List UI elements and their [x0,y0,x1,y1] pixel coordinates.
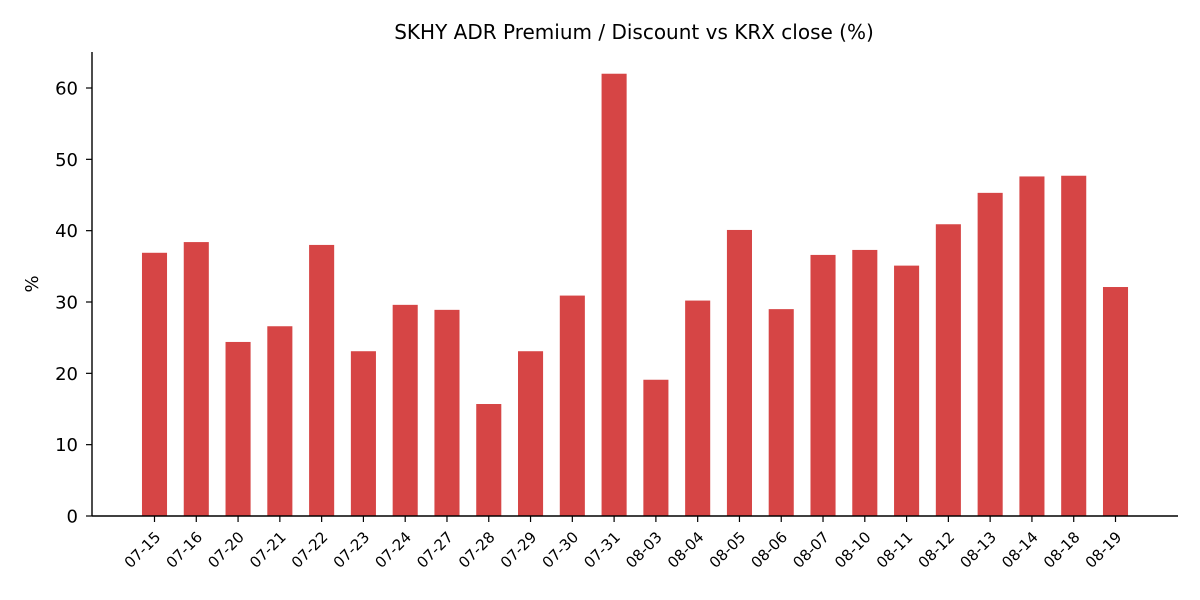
x-tick-label: 08-13 [956,528,1000,572]
x-tick-label: 08-06 [748,528,792,572]
x-tick-label: 07-30 [539,528,583,572]
bar-08-13 [977,192,1003,517]
bar-07-29 [518,351,544,516]
x-tick-label: 07-29 [497,528,541,572]
bar-07-30 [559,295,585,516]
x-tick-label: 07-28 [455,528,499,572]
bar-08-11 [894,265,920,516]
bar-08-05 [726,229,752,516]
bar-08-19 [1102,287,1129,516]
x-tick-label: 07-15 [121,528,165,572]
x-tick-label: 08-14 [998,528,1042,572]
x-tick-label: 08-12 [915,528,959,572]
y-tick-label: 30 [55,293,78,314]
x-tick-label: 07-23 [330,528,374,572]
bar-07-15 [141,252,168,516]
x-tick-label: 07-21 [246,528,290,572]
x-tick-label: 08-04 [664,528,708,572]
bar-08-18 [1061,175,1087,517]
x-tick-label: 07-31 [580,528,624,572]
bars-group [141,73,1129,517]
x-tick-label: 07-27 [413,528,457,572]
bar-07-20 [225,341,251,516]
y-tick-label: 50 [55,150,78,171]
y-axis-label: % [22,275,43,292]
bar-08-04 [685,300,711,516]
x-tick-label: 08-11 [873,528,917,572]
bar-08-10 [852,249,878,516]
x-tick-label: 08-10 [831,528,875,572]
y-tick-label: 10 [55,435,78,456]
x-tick-label: 08-18 [1040,528,1084,572]
bar-07-28 [476,404,502,516]
x-tick-label: 08-05 [706,528,750,572]
x-axis: 07-1507-1607-2007-2107-2207-2307-2407-27… [121,516,1126,572]
chart-title: SKHY ADR Premium / Discount vs KRX close… [394,20,874,44]
x-tick-label: 07-22 [288,528,332,572]
bar-08-03 [643,379,669,516]
x-tick-label: 07-24 [371,528,415,572]
y-tick-label: 40 [55,221,78,242]
bar-07-24 [392,304,418,516]
x-tick-label: 08-07 [789,528,833,572]
bar-08-12 [935,224,961,516]
bar-07-21 [267,326,293,516]
y-tick-label: 20 [55,364,78,385]
bar-07-16 [183,242,209,516]
y-tick-label: 60 [55,79,78,100]
bar-07-23 [350,351,376,516]
x-tick-label: 07-20 [204,528,248,572]
bar-07-22 [309,244,335,516]
bar-08-07 [810,254,836,517]
bar-07-27 [434,309,460,516]
x-tick-label: 08-19 [1082,528,1126,572]
bar-08-06 [768,309,794,516]
y-axis: 0 10 20 30 40 50 60 [55,79,92,528]
bar-08-14 [1019,176,1045,516]
bar-07-31 [601,73,627,516]
x-tick-label: 07-16 [163,528,207,572]
x-tick-label: 08-03 [622,528,666,572]
y-tick-label: 0 [67,507,78,528]
